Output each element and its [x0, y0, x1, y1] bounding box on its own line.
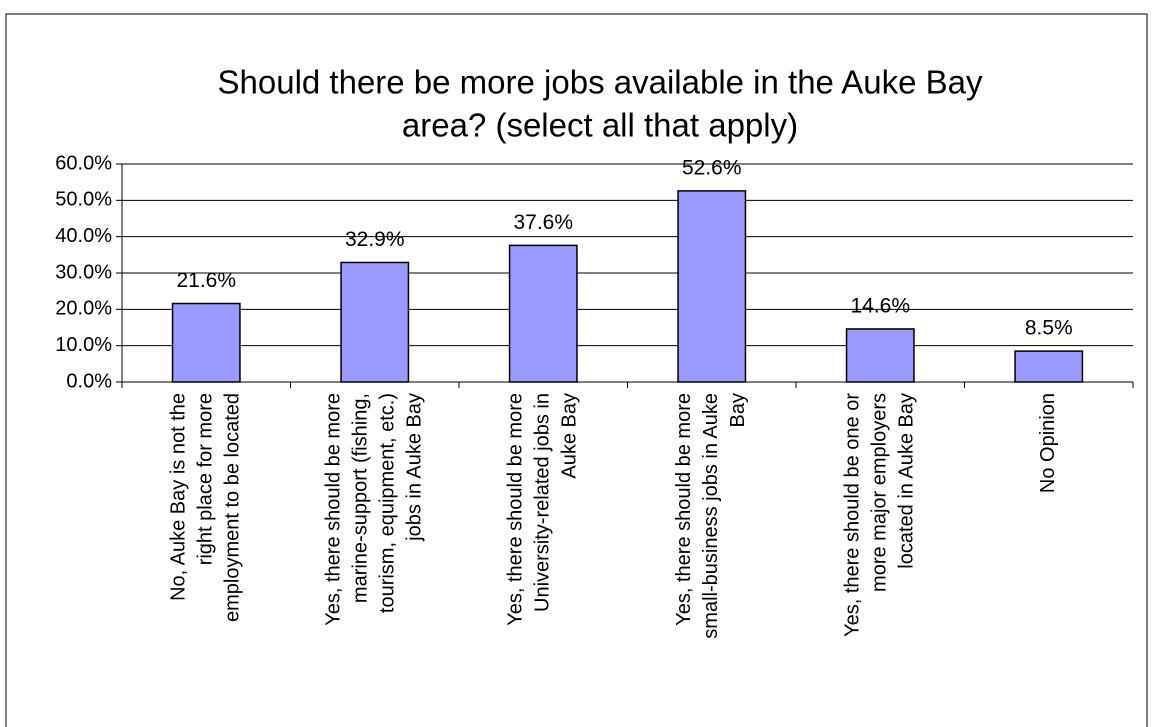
x-tick-label: jobs in Auke Bay: [404, 393, 426, 542]
x-tick-label: small-business jobs in Auke: [700, 393, 722, 639]
y-tick-label: 60.0%: [55, 152, 112, 174]
x-tick-label: No, Auke Bay is not the: [168, 393, 190, 601]
x-tick-label: more major employers: [869, 393, 891, 592]
chart-title: Should there be more jobs available in t…: [218, 64, 983, 101]
bar: [508, 244, 578, 383]
x-tick-label: employment to be located: [222, 393, 244, 622]
bar: [340, 261, 410, 383]
x-tick-label: located in Auke Bay: [896, 393, 918, 569]
chart-title: area? (select all that apply): [402, 107, 798, 144]
x-tick-label: Auke Bay: [559, 393, 581, 479]
y-tick-label: 40.0%: [55, 225, 112, 247]
value-label: 52.6%: [682, 156, 742, 179]
value-label: 37.6%: [513, 211, 573, 234]
value-label: 21.6%: [176, 269, 236, 292]
value-label: 8.5%: [1025, 317, 1073, 340]
y-tick-label: 10.0%: [55, 334, 112, 356]
value-label: 32.9%: [345, 228, 405, 251]
x-tick-label: Yes, there should be more: [505, 393, 527, 626]
x-tick-label: right place for more: [195, 393, 217, 565]
chart-frame: [5, 13, 1148, 727]
bar: [845, 328, 915, 383]
x-tick-label: Bay: [727, 393, 749, 427]
y-tick-label: 30.0%: [55, 261, 112, 283]
bar: [677, 190, 747, 383]
bar: [171, 302, 241, 383]
y-tick-label: 50.0%: [55, 189, 112, 211]
y-tick-label: 20.0%: [55, 298, 112, 320]
x-tick-label: Yes, there should be one or: [842, 393, 864, 637]
bar: [1014, 350, 1084, 383]
x-tick-label: University-related jobs in: [532, 393, 554, 612]
y-tick-label: 0.0%: [66, 370, 112, 392]
value-label: 14.6%: [850, 295, 910, 318]
x-tick-label: Yes, there should be more: [673, 393, 695, 626]
x-tick-label: Yes, there should be more: [323, 393, 345, 626]
x-tick-label: No Opinion: [1037, 393, 1059, 493]
x-tick-label: marine-support (fishing,: [350, 393, 372, 603]
x-tick-label: tourism, equipment, etc.): [377, 393, 399, 613]
